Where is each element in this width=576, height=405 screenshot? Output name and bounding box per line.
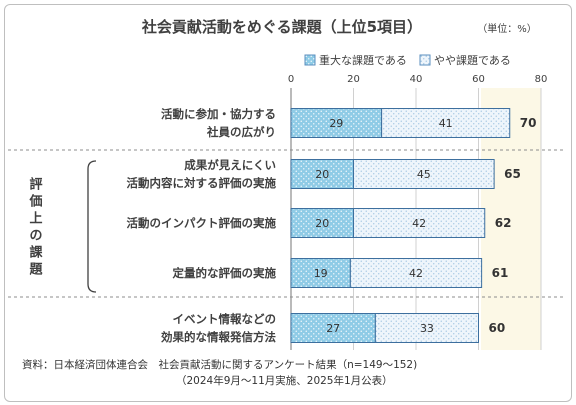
group-label-char: 題: [29, 263, 43, 278]
bar-segment: [381, 108, 511, 138]
bar-segment: [290, 208, 354, 238]
source-note: 資料：日本経済団体連合会 社会貢献活動に関するアンケート結果（n=149〜152…: [22, 358, 417, 387]
bar-value-label: 20: [315, 217, 329, 230]
legend-label: やや課題である: [434, 53, 511, 67]
x-tick-label: 0: [288, 74, 294, 85]
x-tick-label: 40: [410, 74, 423, 85]
category-label: 活動のインパクト評価の実施: [127, 216, 277, 230]
category-label: 社員の広がり: [206, 125, 276, 139]
bar-value-label: 42: [412, 217, 426, 230]
bar-segment: [353, 159, 495, 189]
x-tick-label: 20: [347, 74, 360, 85]
category-label: イベント情報などの: [173, 312, 277, 326]
group-bracket: [87, 160, 97, 293]
unit-note: （単位：%）: [477, 22, 537, 35]
bar-value-label: 20: [315, 168, 329, 181]
legend-swatch: [304, 54, 316, 66]
total-value-label: 62: [495, 216, 512, 230]
group-label-char: 評: [29, 177, 42, 193]
legend-swatch: [419, 54, 431, 66]
category-label: 成果が見えにくい: [184, 158, 276, 172]
category-labels: 活動に参加・協力する社員の広がり成果が見えにくい活動内容に対する評価の実施活動の…: [127, 107, 277, 344]
group-label-char: 課: [29, 245, 43, 261]
source-line: （2024年9月〜11月実施、2025年1月公表）: [176, 374, 393, 387]
total-value-label: 70: [520, 116, 537, 130]
bar-value-label: 19: [314, 267, 328, 280]
bars: 29 41 20 45 20 42 19 42 27 33: [290, 108, 511, 343]
category-label: 効果的な情報発信方法: [161, 330, 276, 344]
chart-title: 社会貢献活動をめぐる課題（上位5項目）: [141, 18, 422, 36]
bar-segment: [374, 313, 479, 343]
x-tick-label: 60: [472, 74, 485, 85]
group-label-char: の: [29, 229, 42, 244]
bar-segment: [290, 258, 351, 288]
bar-value-label: 41: [439, 117, 453, 130]
group-separators: [8, 149, 566, 298]
bar-segment: [349, 258, 483, 288]
bar-value-label: 45: [417, 168, 431, 181]
category-label: 活動に参加・協力する: [161, 107, 276, 121]
legend: 重大な課題である やや課題である: [304, 53, 511, 67]
bar-value-label: 42: [409, 267, 423, 280]
bar-segment: [290, 159, 354, 189]
legend-label: 重大な課題である: [319, 53, 407, 67]
bar-value-label: 29: [329, 117, 343, 130]
x-tick-label: 80: [535, 74, 548, 85]
bar-value-label: 33: [420, 322, 434, 335]
total-value-label: 60: [489, 321, 506, 335]
bar-segment: [290, 108, 383, 138]
bar-value-label: 27: [326, 322, 340, 335]
x-axis-tick-labels: 0 20 40 60 80: [288, 74, 548, 85]
category-label: 活動内容に対する評価の実施: [127, 176, 277, 190]
bar-segment: [290, 313, 376, 343]
bar-segment: [353, 208, 486, 238]
group-label-char: 上: [29, 212, 42, 227]
group-label-char: 価: [28, 194, 42, 210]
total-labels: 70 65 62 61 60: [489, 116, 537, 335]
total-value-label: 65: [504, 167, 521, 181]
category-label: 定量的な評価の実施: [173, 266, 277, 280]
source-line: 資料：日本経済団体連合会 社会貢献活動に関するアンケート結果（n=149〜152…: [22, 358, 417, 371]
total-value-label: 61: [492, 266, 509, 280]
